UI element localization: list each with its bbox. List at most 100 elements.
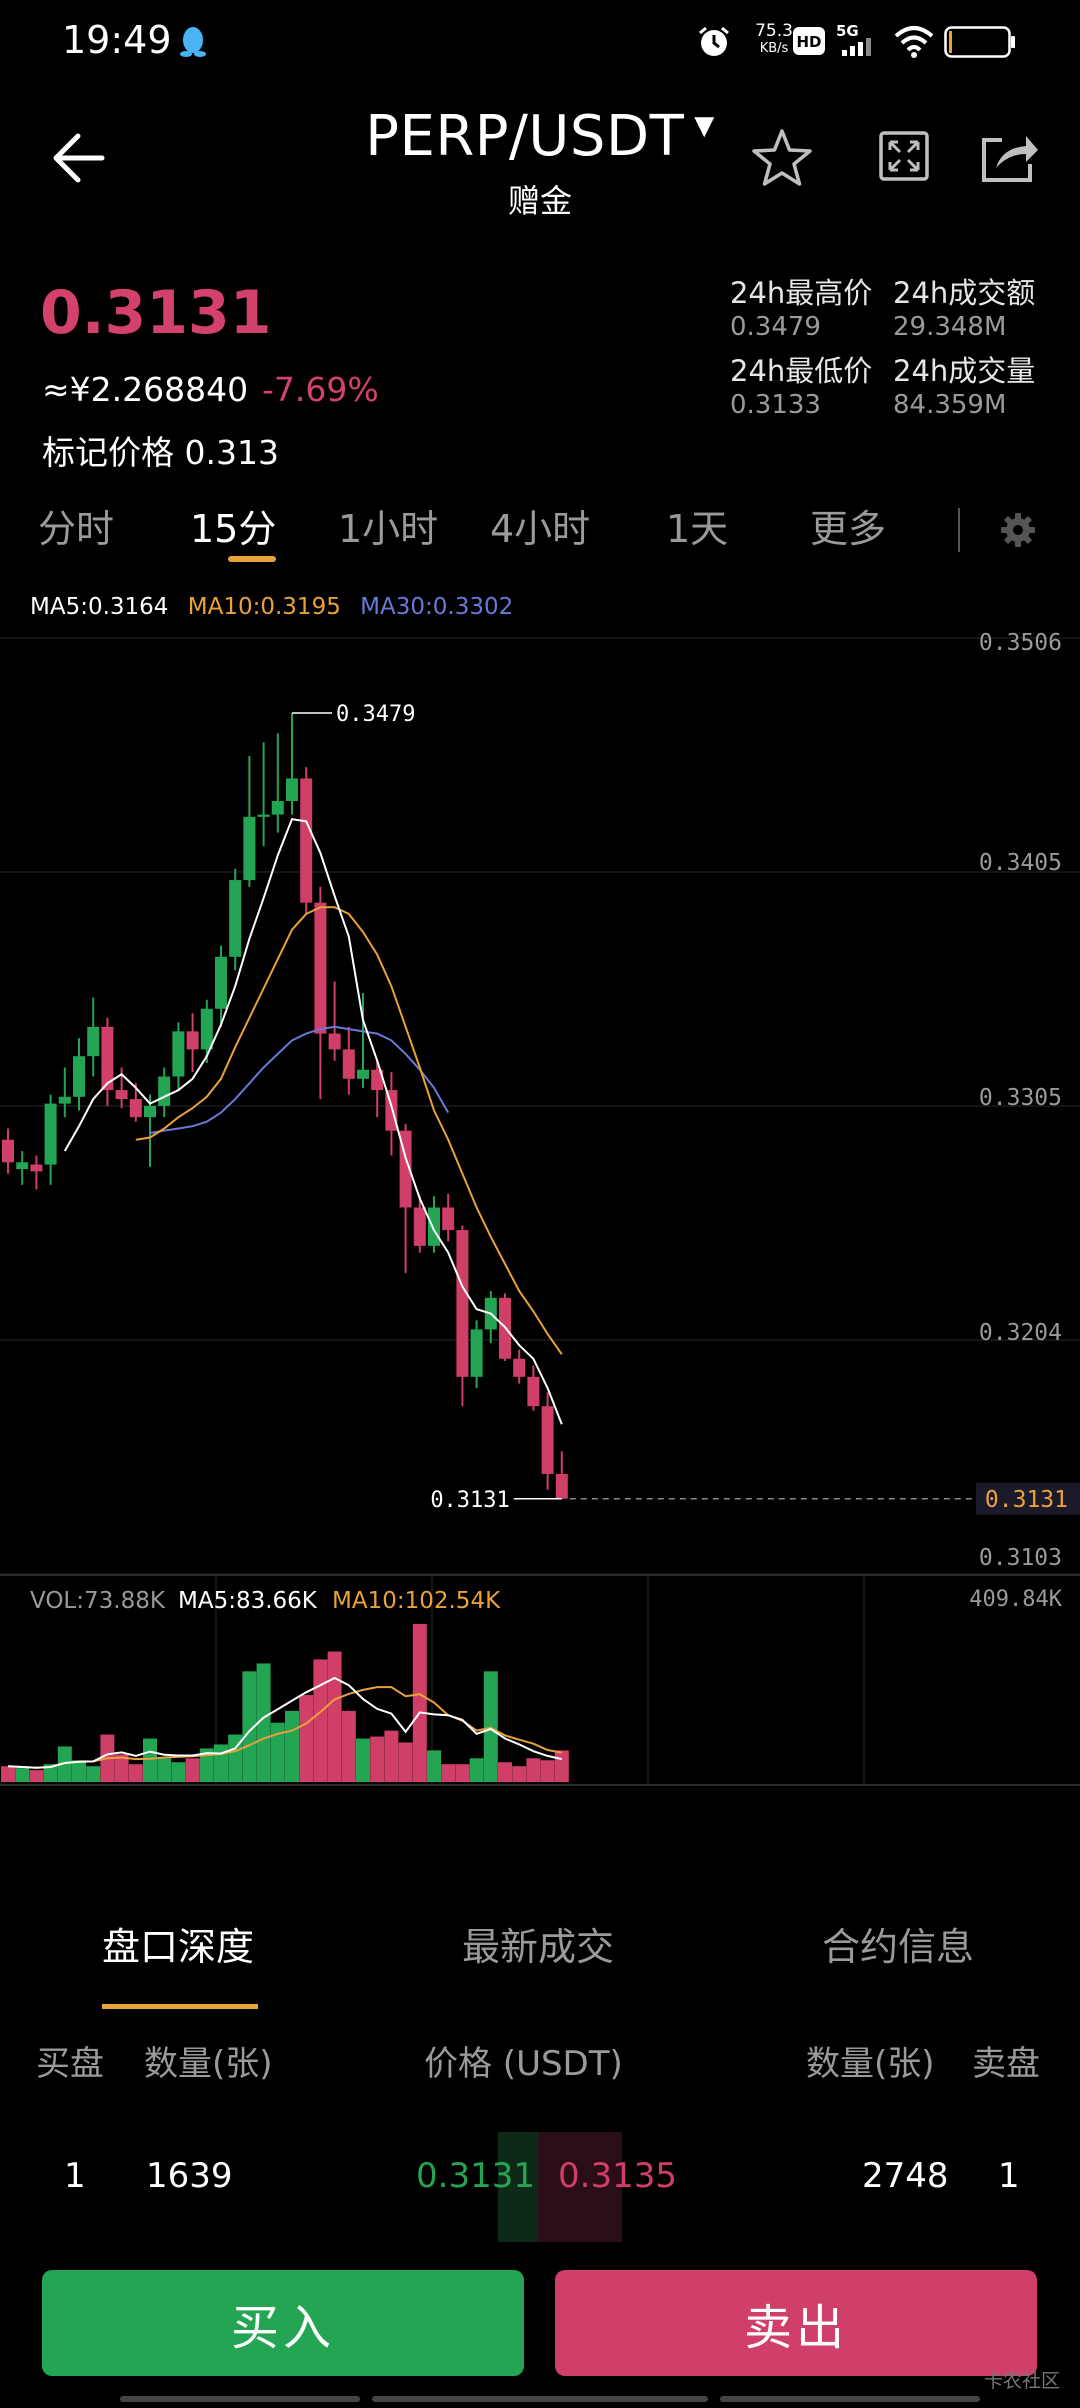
tab-more[interactable]: 更多 — [810, 507, 887, 551]
qq-penguin-icon — [180, 27, 206, 57]
volume-bar — [86, 1766, 101, 1782]
tab-order-depth[interactable]: 盘口深度 — [102, 1925, 255, 1969]
ask-quantity: 2748 — [862, 2156, 949, 2196]
stat-volume-label: 24h成交量 — [893, 354, 1036, 388]
volume-bar — [540, 1760, 555, 1782]
candle — [58, 1096, 71, 1104]
candle — [300, 778, 313, 903]
volume-bar — [398, 1742, 413, 1782]
volume-bar — [114, 1754, 129, 1782]
candle — [555, 1473, 568, 1499]
volume-bar — [57, 1746, 72, 1782]
ask-header: 卖盘 — [972, 2044, 1040, 2084]
tab-contract-info[interactable]: 合约信息 — [822, 1925, 975, 1969]
candle — [286, 778, 298, 802]
volume-bar — [214, 1744, 228, 1782]
candle — [101, 1026, 114, 1091]
favorite-star-icon[interactable] — [750, 126, 814, 190]
candle — [257, 814, 270, 817]
gesture-bar — [120, 2396, 980, 2402]
tab-timeshare[interactable]: 分时 — [38, 507, 115, 551]
back-arrow-icon[interactable] — [48, 128, 108, 188]
volume-bar — [427, 1750, 441, 1782]
candle — [172, 1031, 185, 1077]
volume-bar — [256, 1663, 271, 1782]
fullscreen-icon[interactable] — [878, 130, 930, 182]
hd-icon: HD — [793, 27, 825, 55]
cellular-5g-icon: 5G — [836, 22, 871, 56]
candle — [527, 1376, 540, 1407]
candle — [513, 1358, 526, 1377]
mark-price: 标记价格 0.313 — [42, 433, 279, 472]
ask-depth-bar — [538, 2132, 622, 2242]
volume-bar — [15, 1768, 30, 1782]
volume-bar — [157, 1758, 172, 1782]
wifi-icon — [894, 26, 934, 58]
tab-15m[interactable]: 15分 — [190, 507, 277, 551]
volume-bar — [199, 1748, 214, 1782]
y-axis-label: 0.3204 — [979, 1320, 1062, 1346]
volume-ma5-line — [7, 1676, 563, 1769]
ask-price[interactable]: 0.3135 — [558, 2156, 677, 2196]
tab-latest-trades[interactable]: 最新成交 — [462, 1925, 615, 1969]
high-marker-label: 0.3479 — [336, 702, 415, 727]
tab-1h[interactable]: 1小时 — [338, 507, 439, 551]
tab-1d[interactable]: 1天 — [666, 507, 729, 551]
volume-label: VOL:73.88K — [30, 1588, 166, 1614]
y-axis-label: 0.3405 — [979, 850, 1062, 876]
volume-bar — [384, 1730, 399, 1782]
sell-button[interactable]: 卖出 — [555, 2270, 1037, 2376]
last-price-tag: 0.3131 — [985, 1487, 1068, 1513]
volume-bar — [554, 1750, 569, 1782]
y-axis-label: 0.3103 — [979, 1545, 1062, 1571]
stat-high-label: 24h最高价 — [730, 276, 873, 310]
bid-qty-header: 数量(张) — [144, 2044, 273, 2084]
volume-bar — [313, 1659, 328, 1782]
volume-ma5-label: MA5:83.66K — [178, 1588, 318, 1614]
volume-bar — [469, 1758, 484, 1782]
stat-volume-value: 84.359M — [893, 390, 1007, 420]
candle — [215, 956, 227, 1009]
volume-bar — [327, 1651, 342, 1782]
tab-4h[interactable]: 4小时 — [490, 507, 591, 551]
volume-bar — [171, 1762, 186, 1782]
watermark: 卡农社区 — [984, 2370, 1061, 2392]
ask-index: 1 — [998, 2156, 1020, 2196]
stat-low-label: 24h最低价 — [730, 354, 873, 388]
stat-turnover-label: 24h成交额 — [893, 276, 1036, 310]
volume-bar — [483, 1671, 498, 1782]
candle — [470, 1329, 483, 1377]
share-icon[interactable] — [980, 130, 1040, 184]
stat-turnover-value: 29.348M — [893, 312, 1007, 342]
pair-selector[interactable]: PERP/USDT ▼ — [0, 104, 1080, 169]
dropdown-caret-icon: ▼ — [694, 110, 715, 141]
bid-quantity: 1639 — [146, 2156, 233, 2196]
volume-bar — [285, 1710, 299, 1782]
volume-bar — [228, 1734, 243, 1782]
candles — [2, 712, 568, 1499]
candle — [442, 1207, 455, 1231]
volume-bar — [356, 1738, 370, 1782]
bid-depth-bar — [498, 2132, 538, 2242]
candle — [342, 1049, 355, 1079]
volume-bar — [143, 1738, 157, 1782]
candle — [186, 1031, 199, 1050]
kline-chart[interactable]: 0.3506 0.3405 0.3305 0.3204 0.3103 0.3479 0.31… — [0, 620, 1080, 1800]
candle — [144, 1105, 156, 1118]
buy-button[interactable]: 买入 — [42, 2270, 524, 2376]
change-percent: -7.69% — [262, 370, 379, 409]
candle — [44, 1103, 57, 1165]
volume-bar — [512, 1766, 527, 1782]
interval-tabs: 分时 15分 1小时 4小时 1天 更多 — [0, 498, 1080, 578]
ma-lines — [63, 817, 563, 1425]
gear-icon[interactable] — [998, 510, 1038, 550]
cny-price: ≈¥2.268840 — [42, 370, 249, 409]
tab-divider — [958, 508, 960, 552]
alarm-icon — [699, 26, 729, 56]
depth-tab-indicator — [102, 2004, 258, 2009]
volume-bar — [455, 1764, 470, 1782]
active-tab-indicator — [228, 556, 276, 562]
last-price: 0.3131 — [40, 278, 272, 348]
volume-bar — [43, 1764, 58, 1782]
bid-price[interactable]: 0.3131 — [416, 2156, 535, 2196]
